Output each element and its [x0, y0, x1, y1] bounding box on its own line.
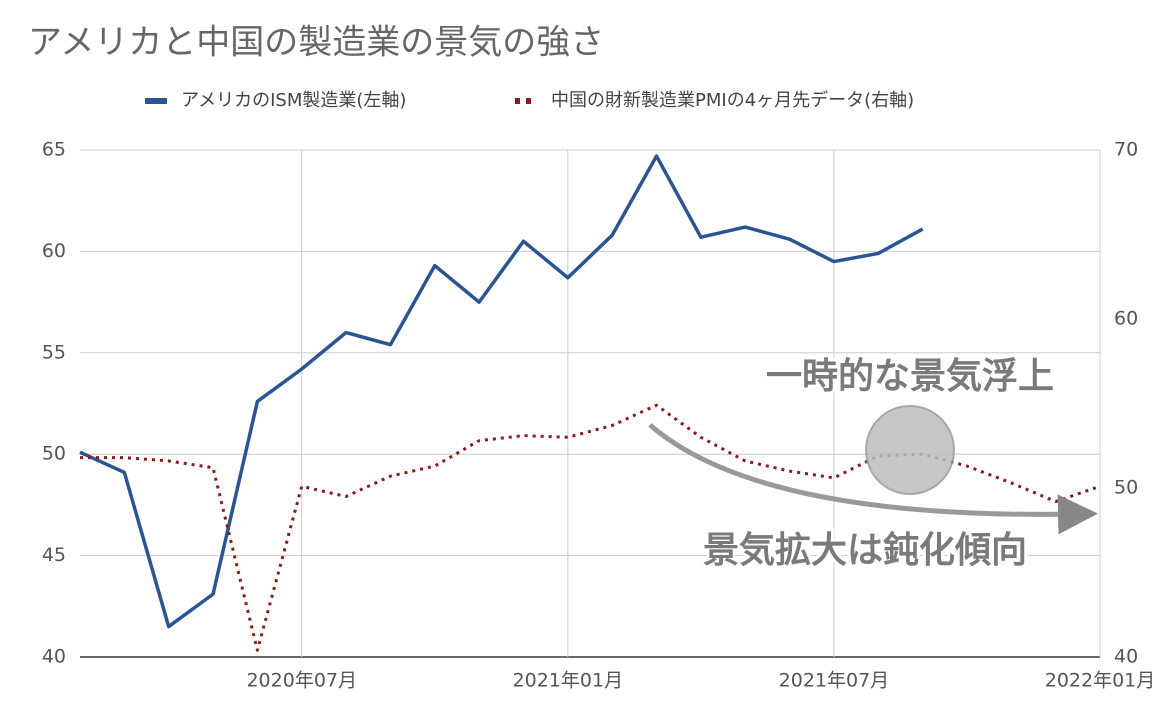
chart-title: アメリカと中国の製造業の景気の強さ: [28, 23, 604, 63]
y2-tick-label: 60: [1114, 308, 1138, 330]
y-tick-label: 50: [42, 443, 66, 465]
y2-tick-label: 40: [1114, 646, 1138, 668]
series-line: [79, 154, 924, 629]
y-tick-label: 40: [42, 646, 66, 668]
x-tick-label: 2022年01月: [1045, 670, 1156, 692]
legend-label: アメリカのISM製造業(左軸): [181, 90, 406, 111]
y-tick-label: 45: [42, 544, 66, 566]
x-tick-label: 2020年07月: [246, 670, 357, 692]
annotation: 景気拡大は鈍化傾向: [703, 530, 1027, 571]
y-tick-label: 60: [42, 240, 66, 262]
y2-tick-label: 50: [1114, 477, 1138, 499]
x-tick-label: 2021年07月: [779, 670, 890, 692]
highlight-circle: [865, 405, 955, 495]
y-tick-label: 55: [42, 341, 66, 363]
lines: [79, 154, 1101, 652]
y-tick-label: 65: [42, 139, 66, 161]
y2-tick-label: 70: [1114, 139, 1138, 161]
x-tick-label: 2021年01月: [513, 670, 624, 692]
trend-arrow: [648, 423, 1098, 535]
grid: [80, 149, 1101, 658]
legend-label: 中国の財新製造業PMIの4ヶ月先データ(右軸): [551, 90, 914, 111]
annotation: 一時的な景気浮上: [766, 356, 1054, 397]
